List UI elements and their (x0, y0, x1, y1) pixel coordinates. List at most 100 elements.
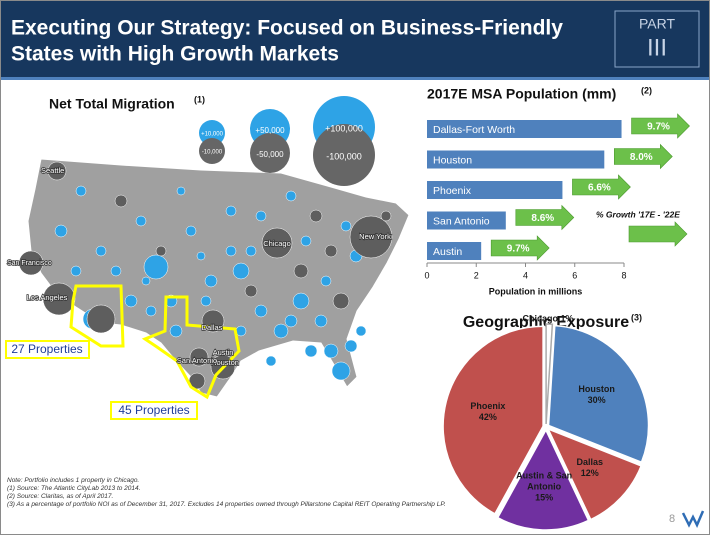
pie-label: Chicago 1% (508, 314, 588, 325)
callout-box (5, 340, 90, 359)
map-bubble (204, 274, 218, 288)
map-bubble (244, 284, 258, 298)
map-bubble (124, 294, 138, 308)
legend-label: +10,000 (201, 132, 224, 138)
legend-bubble (313, 124, 375, 186)
x-tick-label: 2 (474, 270, 479, 280)
map-bubble (254, 304, 268, 318)
growth-arrow (572, 174, 631, 200)
x-tick-label: 6 (572, 270, 577, 280)
footnote: (3) As a percentage of portfolio NOI as … (7, 501, 446, 508)
part-box (614, 10, 700, 68)
map-bubble (145, 305, 157, 317)
city-label: San Antonio (177, 356, 217, 365)
city-label: San Francisco (7, 260, 52, 267)
map-bubble (320, 275, 332, 287)
map-bubble (255, 210, 267, 222)
pie-slice (496, 428, 590, 531)
growth-label: 9.7% (647, 122, 670, 133)
city-label: Seattle (41, 166, 64, 175)
chart-title-note: (3) (631, 312, 642, 322)
map-bubble (323, 343, 339, 359)
pie-category: Dallas (576, 457, 603, 468)
map-bubble (340, 220, 352, 232)
map-bubble (225, 245, 237, 257)
map-bubble (47, 161, 67, 181)
legend-bubble (199, 120, 225, 146)
map-bubble (285, 190, 297, 202)
map-bubble (355, 325, 367, 337)
map-bubble (349, 215, 393, 259)
map-bubble (245, 245, 257, 257)
slide-title: Executing Our Strategy: Focused on Busin… (11, 17, 563, 40)
x-tick-label: 0 (424, 270, 429, 280)
map-bubble (169, 324, 183, 338)
city-label: Chicago (263, 239, 291, 248)
growth-arrow (490, 235, 550, 261)
map-bubble (75, 185, 87, 197)
pie-label: Dallas 12% (558, 457, 622, 479)
map-bubble (304, 344, 318, 358)
map-bubble (176, 186, 186, 196)
map-bubble (332, 292, 350, 310)
footnote: Note: Portfolio includes 1 property in C… (7, 477, 140, 484)
footnote: (1) Source: The Atlantic CityLab 2013 to… (7, 485, 141, 492)
texas-outline (141, 295, 241, 400)
map-bubble (114, 194, 128, 208)
pie-slice (442, 325, 544, 515)
page-number: 8 (669, 513, 675, 525)
callout: 27 Properties (11, 342, 82, 356)
growth-arrow (614, 143, 673, 170)
callout: 45 Properties (118, 403, 189, 417)
footnotes: Note: Portfolio includes 1 property in C… (7, 477, 507, 509)
bar (427, 181, 563, 199)
map-bubble (309, 209, 323, 223)
bar (427, 211, 506, 230)
bar-category-label: Dallas-Fort Worth (433, 124, 515, 136)
map-bubble (155, 245, 167, 257)
city-label: Houston (211, 358, 239, 367)
city-label: New York (359, 232, 391, 241)
map-bubble (54, 224, 68, 238)
map-bubble (225, 205, 237, 217)
growth-label: 6.6% (588, 183, 611, 194)
growth-label: 8.0% (630, 152, 653, 163)
map-bubble (135, 215, 147, 227)
map-bubble (18, 250, 44, 276)
pie-value: 15% (535, 492, 554, 503)
map-bubble (232, 262, 250, 280)
bar-category-label: San Antonio (433, 215, 490, 227)
pie-category: Phoenix (470, 401, 506, 412)
callout-box (110, 401, 198, 420)
legend-label: +50,000 (255, 126, 285, 135)
legend-arrow (628, 221, 688, 247)
map-bubble (70, 265, 82, 277)
pie-category: Houston (578, 383, 615, 394)
bar (427, 120, 622, 138)
growth-arrow (515, 204, 575, 231)
pie-label: Austin & San Antonio 15% (512, 470, 576, 503)
arizona-outline (69, 284, 125, 348)
map-bubble (293, 263, 309, 279)
map-bubble (380, 210, 392, 222)
part-number: III (647, 34, 667, 61)
map-bubble (314, 314, 328, 328)
pie-slice (547, 324, 650, 464)
map-bubble (324, 244, 338, 258)
pie-label: Phoenix 42% (456, 401, 520, 423)
map-bubble (196, 251, 206, 261)
bar-category-label: Phoenix (433, 185, 472, 197)
legend-label: -10,000 (202, 150, 223, 156)
pie-slice (546, 427, 643, 521)
chart-title-note: (2) (641, 85, 652, 95)
map-bubble (42, 282, 76, 316)
map-bubble (185, 225, 197, 237)
pie-value: 12% (580, 468, 599, 479)
map-bubble (200, 295, 212, 307)
x-axis-label: Population in millions (489, 286, 583, 296)
chart-title: Geographic Exposure (463, 314, 629, 331)
growth-label: 9.7% (507, 244, 530, 255)
map-bubble (284, 314, 298, 328)
map-title-note: (1) (194, 94, 205, 104)
